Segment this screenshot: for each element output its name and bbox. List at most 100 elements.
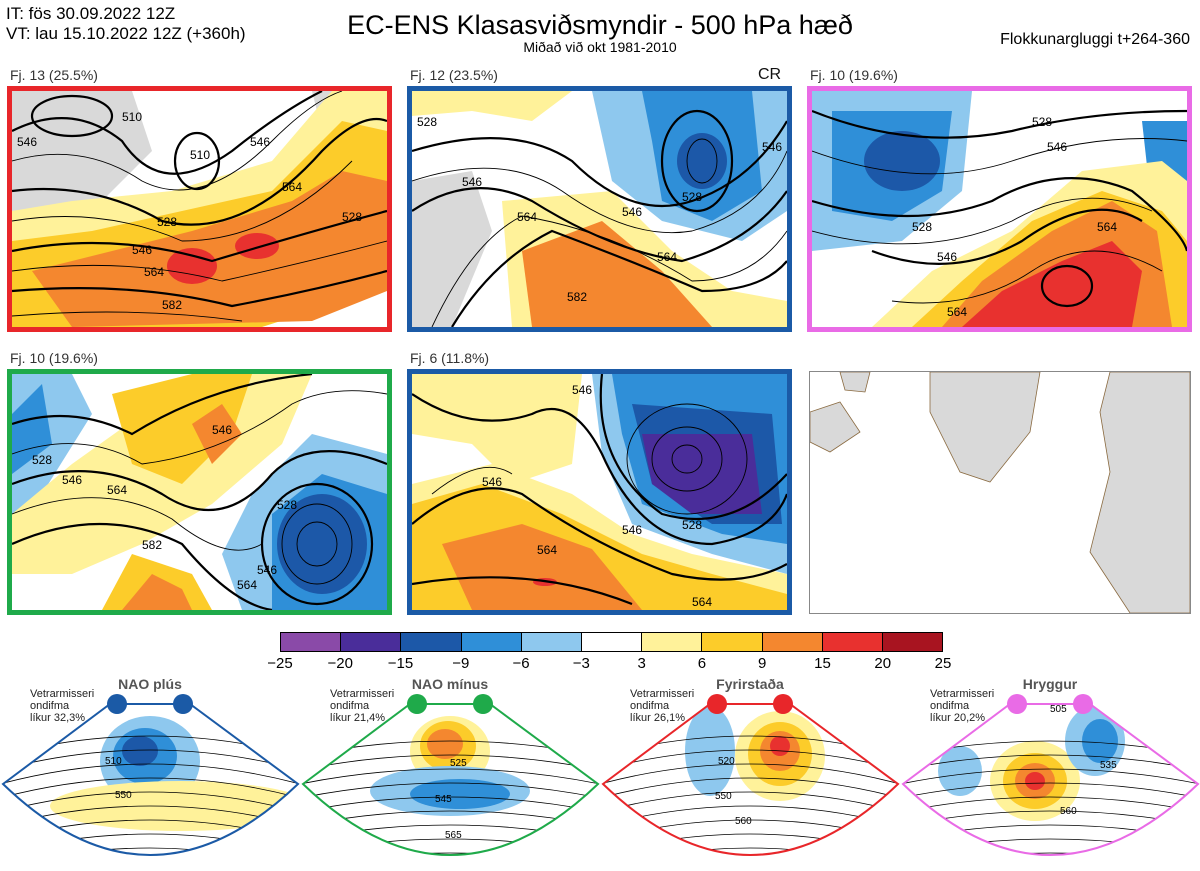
regime-probability: Vetrarmisseri ondifma líkur 26,1% (630, 688, 694, 724)
svg-text:564: 564 (692, 595, 712, 609)
regime-probability-line: Vetrarmisseri (630, 688, 695, 700)
regime-probability: Vetrarmisseri ondifma líkur 32,3% (30, 688, 94, 724)
regime-probability: Vetrarmisseri ondifma líkur 20,2% (930, 688, 994, 724)
colorbar-tick-label: 9 (758, 655, 767, 672)
svg-text:546: 546 (257, 563, 277, 577)
colorbar-tick-label: −9 (452, 655, 470, 672)
svg-text:564: 564 (144, 265, 164, 279)
regime-contour-label: 565 (445, 830, 462, 841)
svg-text:510: 510 (122, 110, 142, 124)
svg-text:528: 528 (32, 453, 52, 467)
regime-name: NAO plús (118, 676, 182, 692)
regime-probability-line: Vetrarmisseri (30, 688, 95, 700)
svg-text:546: 546 (482, 475, 502, 489)
svg-text:564: 564 (537, 543, 557, 557)
svg-text:546: 546 (1047, 140, 1067, 154)
svg-text:546: 546 (212, 423, 232, 437)
regime-fan-map: 525 545 565 (301, 703, 600, 856)
regime-probability-line: ondifma (630, 700, 670, 712)
panel-5-label: Fj. 6 (11.8%) (410, 350, 490, 366)
panel-1-map[interactable]: 510 528 546 564 582 546 564 510 528 546 (7, 86, 392, 332)
regime-marker-dot (173, 694, 193, 714)
svg-text:582: 582 (142, 538, 162, 552)
regime-marker-dot (1073, 694, 1093, 714)
colorbar-tick-label: −6 (512, 655, 530, 672)
svg-text:546: 546 (572, 383, 592, 397)
regime-probability: Vetrarmisseri ondifma líkur 21,4% (330, 688, 394, 724)
svg-text:528: 528 (157, 215, 177, 229)
panel-1-field: 510 528 546 564 582 546 564 510 528 546 (12, 91, 387, 327)
colorbar-swatch (822, 633, 883, 651)
svg-text:528: 528 (1032, 115, 1052, 129)
regime-contour-label: 560 (735, 816, 752, 827)
regime-contour-label: 520 (718, 756, 735, 767)
page-title: EC-ENS Klasasviðsmyndir - 500 hPa hæð (347, 10, 853, 40)
regime-contour-label: 550 (115, 790, 132, 801)
regime-fan-map: 505 535 560 (901, 703, 1200, 856)
svg-text:582: 582 (162, 298, 182, 312)
colorbar-tick-label: −20 (327, 655, 353, 672)
colorbar-tick-label: −15 (387, 655, 414, 672)
panel-2-map[interactable]: 546 564 582 528 546 564 546 528 (407, 86, 792, 332)
regime-fan-map: 520 550 560 (601, 703, 900, 856)
regime-marker-dot (107, 694, 127, 714)
regime-probability-line: líkur 26,1% (630, 712, 686, 724)
regime-fan-map: 510 550 (1, 703, 300, 856)
colorbar-tick-label: 25 (934, 655, 952, 672)
colorbar-swatch (581, 633, 643, 651)
valid-time: VT: lau 15.10.2022 12Z (+360h) (6, 24, 246, 43)
svg-text:546: 546 (250, 135, 270, 149)
colorbar-tick-label: 20 (874, 655, 892, 672)
regime-probability-line: líkur 21,4% (330, 712, 386, 724)
regime-marker-dot (773, 694, 793, 714)
colorbar-swatch (521, 633, 582, 651)
svg-text:546: 546 (17, 135, 37, 149)
regime-marker-dot (407, 694, 427, 714)
regime-probability-line: Vetrarmisseri (330, 688, 395, 700)
svg-text:528: 528 (682, 190, 702, 204)
regime-contour-label: 510 (105, 756, 122, 767)
svg-text:528: 528 (342, 210, 362, 224)
regime-contour-label: 560 (1060, 806, 1077, 817)
panel-3-label: Fj. 10 (19.6%) (810, 67, 898, 83)
svg-text:528: 528 (417, 115, 437, 129)
colorbar-tick-label: −3 (572, 655, 590, 672)
regime-panel: 520 550 560 Vetrarmisseri ondifma líkur 26,1%… (600, 676, 900, 871)
colorbar-ticks: −25 −20 −15 −9 −6 −3 3 6 9 15 20 25 (0, 655, 1200, 675)
svg-text:546: 546 (62, 473, 82, 487)
svg-text:546: 546 (132, 243, 152, 257)
regime-marker-dot (473, 694, 493, 714)
colorbar-tick-label: 15 (814, 655, 831, 672)
run-info: IT: fös 30.09.2022 12Z VT: lau 15.10.202… (6, 4, 246, 44)
regime-contour-label: 505 (1050, 704, 1067, 715)
panel-4-field: 528 546 564 582 546 528 546 564 (12, 374, 387, 610)
regime-probability-line: líkur 32,3% (30, 712, 86, 724)
panel-4-map[interactable]: 528 546 564 582 546 528 546 564 (7, 369, 392, 615)
panel-2-field: 546 564 582 528 546 564 546 528 (412, 91, 787, 327)
classification-window: Flokkunargluggi t+264-360 (1000, 31, 1190, 48)
regime-panel: 510 550 Vetrarmisseri ondifma líkur 32,3% NAO… (0, 676, 300, 871)
panel-1-contour-label: 510 (190, 148, 210, 162)
panel-4-label: Fj. 10 (19.6%) (10, 350, 98, 366)
svg-text:528: 528 (682, 518, 702, 532)
colorbar-swatch (882, 633, 943, 651)
colorbar-swatch (281, 633, 342, 651)
svg-text:528: 528 (912, 220, 932, 234)
svg-text:546: 546 (622, 205, 642, 219)
regime-panel: 525 545 565 Vetrarmisseri ondifma líkur 21,4%… (300, 676, 600, 871)
regime-contour-label: 545 (435, 794, 452, 805)
init-time: IT: fös 30.09.2022 12Z (6, 4, 176, 23)
colorbar-swatch (702, 633, 763, 651)
colorbar-tick-label: 6 (697, 655, 707, 672)
regime-probability-line: ondifma (30, 700, 70, 712)
regime-probability-line: Vetrarmisseri (930, 688, 995, 700)
panel-5-map[interactable]: 546 564 528 546 564 546 (407, 369, 792, 615)
regime-marker-dot (707, 694, 727, 714)
regime-panel: 505 535 560 Vetrarmisseri ondifma líkur 20,2%… (900, 676, 1200, 871)
colorbar-swatch (401, 633, 462, 651)
svg-text:564: 564 (657, 250, 677, 264)
control-run-tag: CR (758, 66, 782, 83)
svg-text:564: 564 (947, 305, 967, 319)
colorbar-tick-label: −25 (267, 655, 293, 672)
panel-3-map[interactable]: 528 546 564 528 546 564 (807, 86, 1192, 332)
